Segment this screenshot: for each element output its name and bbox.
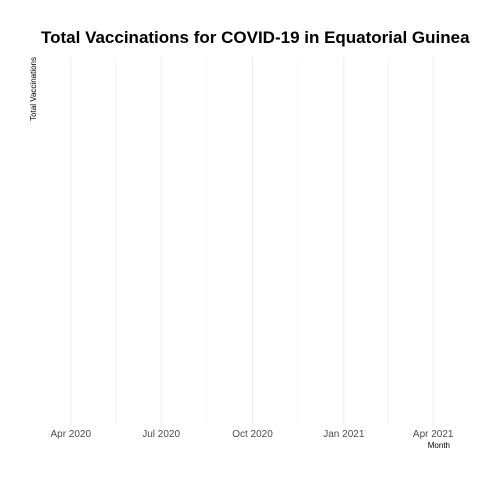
x-axis-ticks: Apr 2020 Jul 2020 Oct 2020 Jan 2021 Apr 2021 [50,429,453,440]
y-axis-label: Total Vaccinations [29,57,38,121]
grid [70,57,434,425]
x-tick-label: Apr 2021 [413,429,454,440]
x-tick-label: Jul 2020 [142,429,180,440]
x-axis-label: Month [428,441,450,450]
x-tick-label: Oct 2020 [232,429,273,440]
chart-title: Total Vaccinations for COVID-19 in Equat… [41,28,470,47]
x-tick-label: Apr 2020 [50,429,91,440]
x-tick-label: Jan 2021 [323,429,365,440]
